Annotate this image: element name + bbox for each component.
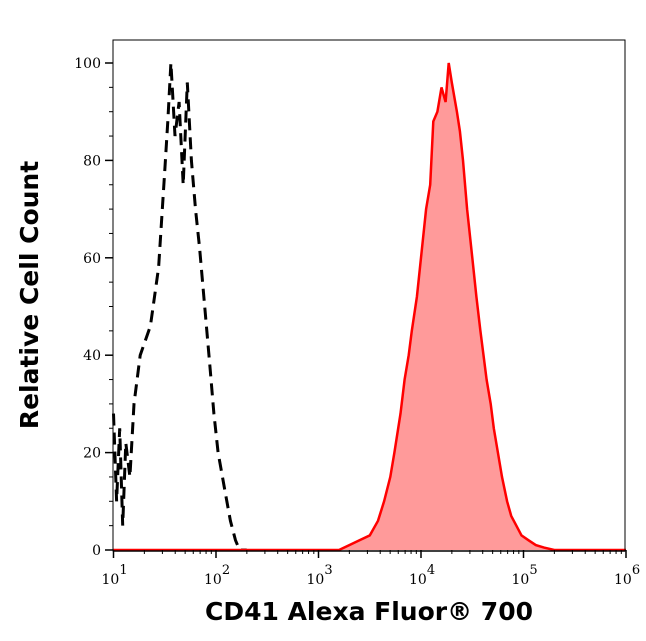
series-line-0 [112, 62, 247, 552]
x-tick-label: 102 [204, 563, 230, 588]
y-tick-label: 80 [83, 153, 101, 169]
plot-frame [112, 39, 626, 552]
y-tick-label: 40 [83, 348, 101, 364]
x-tick-label: 105 [512, 563, 538, 588]
x-tick-label: 106 [614, 563, 640, 588]
y-tick-label: 20 [83, 446, 101, 462]
y-tick-label: 100 [74, 56, 101, 72]
plot-area [112, 62, 626, 552]
series-line-1 [113, 62, 626, 552]
y-tick-label: 60 [83, 251, 101, 267]
x-tick-label: 101 [102, 563, 128, 588]
x-tick-label: 103 [307, 563, 333, 588]
x-tick-label: 104 [409, 563, 435, 588]
x-axis-title: CD41 Alexa Fluor® 700 [205, 597, 533, 626]
series-fill-1 [113, 63, 626, 550]
y-tick-label: 0 [92, 543, 101, 559]
y-axis-title: Relative Cell Count [15, 161, 44, 429]
axes: 0 20 40 60 80 100 101 102 103 104 105 106 [74, 56, 640, 588]
